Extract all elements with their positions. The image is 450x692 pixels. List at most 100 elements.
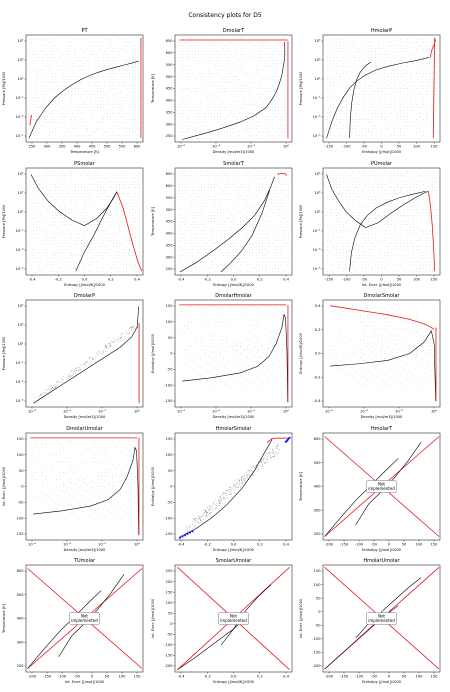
sample-dot	[73, 373, 74, 374]
sample-dot	[75, 372, 76, 373]
sample-dot	[50, 390, 51, 391]
sample-dot	[118, 338, 119, 339]
y-tick-label: 450	[166, 87, 174, 91]
x-tick-label: 10⁰	[283, 410, 290, 414]
y-tick-label: 550	[166, 196, 174, 200]
sample-dots	[30, 172, 140, 272]
sample-dot	[105, 345, 106, 346]
sample-dot	[67, 376, 68, 377]
x-tick-label: -150	[325, 278, 334, 282]
sample-dot	[51, 385, 52, 386]
y-tick-label: 650	[166, 39, 174, 43]
x-tick-label: 10⁰	[283, 145, 290, 149]
x-tick-label: 350	[59, 145, 67, 149]
sample-dot	[126, 334, 127, 335]
y-tick-label: 10⁻⁵	[16, 267, 24, 271]
y-tick-label: 10¹	[17, 342, 24, 346]
sample-dot	[70, 376, 71, 377]
subplot-title: SmolarT	[223, 161, 245, 167]
x-tick-label: 0.4	[283, 278, 289, 282]
sample-dot	[132, 327, 133, 328]
y-tick-label: 400	[166, 232, 174, 236]
x-tick-label: 100	[413, 278, 421, 282]
sample-dot	[132, 327, 133, 328]
x-tick-label: 10⁻⁴	[63, 410, 71, 414]
sample-dot	[55, 387, 56, 388]
sample-dot	[56, 385, 57, 386]
sample-dot	[108, 348, 109, 349]
x-tick-label: -0.4	[177, 278, 185, 282]
sample-dot	[108, 348, 109, 349]
y-tick-label: 600	[166, 184, 174, 188]
sample-dot	[40, 396, 41, 397]
sample-dot	[105, 351, 106, 352]
y-axis-label: Pressure [Pa]/1000	[2, 336, 6, 371]
y-axis-label: Pressure [Pa]/1000	[2, 71, 6, 106]
x-axis-label: Enthalpy [J/mol]/1000	[362, 150, 402, 154]
sample-dot	[132, 327, 133, 328]
sample-dot	[46, 393, 47, 394]
y-tick-label: 10⁻³	[313, 115, 321, 119]
sample-dot	[131, 327, 132, 328]
sample-dot	[118, 339, 119, 340]
subplot-title: DmolarP	[74, 293, 95, 299]
x-tick-label: 10⁻⁶	[177, 410, 185, 414]
sample-dot	[103, 351, 104, 352]
sample-dot	[40, 394, 41, 395]
sample-dot	[135, 328, 136, 329]
x-tick-label: 0.0	[82, 278, 88, 282]
sample-dot	[97, 352, 98, 353]
x-tick-label: 0.4	[134, 278, 140, 282]
sample-dot	[57, 381, 58, 382]
sample-dot	[134, 328, 135, 329]
sample-dots	[179, 172, 289, 272]
sample-dot	[92, 359, 93, 360]
sample-dot	[138, 327, 139, 328]
sample-dot	[71, 371, 72, 372]
sample-dot	[55, 388, 56, 389]
y-tick-label: 10⁵	[17, 172, 24, 176]
subplot-title: DmolarSmolar	[364, 293, 401, 299]
y-tick-label: 300	[166, 122, 174, 126]
y-tick-label: 10⁵	[314, 172, 321, 176]
sample-dot	[52, 387, 53, 388]
y-axis-label: Temperature [K]	[151, 206, 155, 237]
sample-dot	[98, 351, 99, 352]
sample-dot	[83, 363, 84, 364]
axes-frame	[26, 300, 143, 407]
sample-dot	[121, 339, 122, 340]
sample-dot	[68, 375, 69, 376]
sample-dot	[76, 371, 77, 372]
x-tick-label: 10⁻⁴	[212, 410, 220, 414]
y-tick-label: 10⁻⁵	[313, 267, 321, 271]
sample-dot	[81, 369, 82, 370]
x-tick-label: -100	[342, 145, 351, 149]
sample-dot	[89, 358, 90, 359]
x-tick-label: -100	[342, 278, 351, 282]
sample-dot	[95, 358, 96, 359]
sample-dot	[113, 341, 114, 342]
sample-dots	[179, 39, 289, 139]
sample-dots	[30, 39, 140, 139]
sample-dot	[109, 345, 110, 346]
axes-frame	[323, 168, 440, 275]
sample-dot	[74, 371, 75, 372]
series-line-black	[182, 315, 287, 403]
sample-dot	[41, 394, 42, 395]
sample-dot	[54, 386, 55, 387]
sample-dot	[48, 388, 49, 389]
sample-dot	[109, 343, 110, 344]
sample-dot	[75, 370, 76, 371]
x-axis-label: Entropy [J/mol/K]/1000	[64, 283, 106, 287]
x-tick-label: 10⁻²	[98, 410, 106, 414]
sample-dot	[87, 361, 88, 362]
sample-dot	[70, 376, 71, 377]
sample-dot	[70, 376, 71, 377]
sample-dot	[61, 380, 62, 381]
sample-dot	[82, 366, 83, 367]
x-tick-label: -150	[325, 145, 334, 149]
